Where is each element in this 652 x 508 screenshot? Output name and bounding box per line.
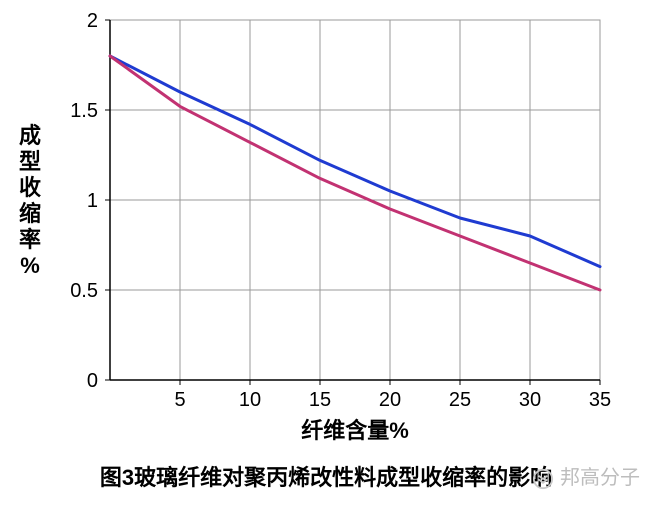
line-chart: 00.511.525101520253035纤维含量%成型收缩率% — [0, 0, 652, 508]
chart-container: 00.511.525101520253035纤维含量%成型收缩率% — [0, 0, 652, 508]
y-axis-label-char: 率 — [19, 227, 41, 252]
y-axis-label-char: 成 — [19, 123, 41, 148]
x-tick-label: 15 — [309, 389, 331, 411]
x-tick-label: 10 — [239, 389, 261, 411]
x-tick-label: 25 — [449, 389, 471, 411]
watermark-icon — [532, 468, 554, 490]
y-tick-label: 0 — [87, 370, 98, 392]
x-tick-label: 30 — [519, 389, 541, 411]
y-tick-label: 1.5 — [70, 100, 98, 122]
y-tick-label: 1 — [87, 190, 98, 212]
x-tick-label: 5 — [174, 389, 185, 411]
y-axis-label-char: 型 — [19, 149, 41, 174]
watermark-text: 邦高分子 — [560, 467, 640, 489]
x-tick-label: 35 — [589, 389, 611, 411]
y-tick-label: 2 — [87, 10, 98, 32]
x-tick-label: 20 — [379, 389, 401, 411]
y-tick-label: 0.5 — [70, 280, 98, 302]
watermark: 邦高分子 — [532, 461, 640, 490]
x-axis-label: 纤维含量% — [301, 418, 409, 443]
y-axis-label-char: % — [20, 253, 40, 278]
y-axis-label-char: 缩 — [19, 201, 41, 226]
y-axis-label-char: 收 — [19, 175, 41, 200]
